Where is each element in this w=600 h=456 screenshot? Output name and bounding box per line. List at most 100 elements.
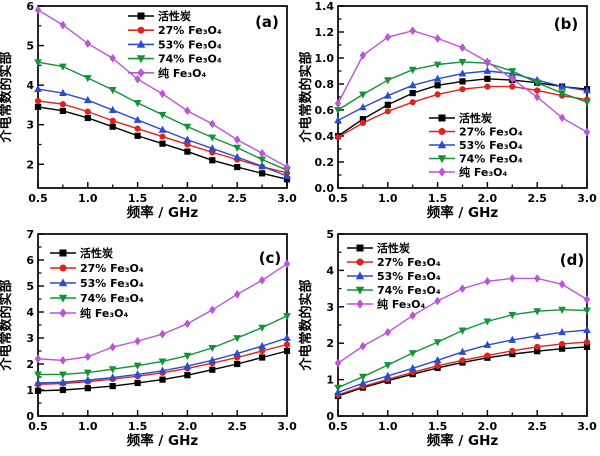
series-marker-square: [484, 75, 491, 82]
series-marker-triangle-up: [233, 349, 242, 357]
series-marker-circle: [359, 119, 367, 127]
series-marker-diamond: [184, 106, 191, 116]
legend-marker-circle: [438, 128, 446, 135]
series-marker-diamond: [233, 289, 241, 299]
series-marker-triangle-up: [359, 378, 367, 387]
series-marker-square: [134, 132, 141, 139]
series-marker-diamond: [484, 57, 491, 67]
series-marker-triangle-up: [34, 378, 42, 386]
y-tick-label: 0.6: [315, 104, 335, 117]
series-marker-triangle-up: [208, 356, 217, 364]
y-tick-label: 0.0: [315, 182, 335, 195]
legend-label: 纯 Fe₃O₄: [377, 297, 426, 311]
x-axis-label: 频率 / GHz: [127, 432, 199, 449]
series-marker-triangle-up: [108, 373, 117, 381]
x-tick-label: 1.0: [78, 420, 98, 433]
legend-marker-circle: [356, 258, 364, 266]
panel-c: 0.5 1.0 1.5 2.0 2.5 3.0 0 1 2 3 4 5 6 7 活性炭 27% Fe₃O₄ 53…: [0, 228, 300, 456]
legend-label: 活性炭: [459, 111, 492, 125]
legend-label: 53% Fe₃O₄: [459, 139, 523, 152]
legend-label: 27% Fe₃O₄: [377, 256, 441, 269]
y-tick-label: 3: [26, 332, 34, 345]
series-marker-circle: [459, 357, 466, 364]
series-marker-circle: [534, 87, 541, 94]
legend-item: 27% Fe₃O₄: [347, 256, 441, 269]
series-marker-square: [283, 347, 291, 355]
x-tick-label: 2.5: [227, 192, 247, 205]
y-tick-label: 2: [26, 358, 34, 371]
legend-label: 纯 Fe₃O₄: [80, 306, 129, 320]
panel-letter: (b): [554, 15, 578, 33]
series-marker-triangle-up: [158, 125, 167, 133]
series-marker-circle: [259, 347, 266, 355]
legend-marker-diamond: [59, 308, 67, 318]
series-marker-diamond: [583, 127, 591, 137]
series-marker-triangle-up: [483, 66, 492, 74]
series-marker-circle: [109, 117, 116, 124]
panel-d: 0.5 1.0 1.5 2.0 2.5 3.0 0 1 2 3 4 5 活性炭 27% Fe₃O₄ 53% …: [298, 228, 600, 456]
series-marker-diamond: [384, 32, 392, 42]
legend-marker-diamond: [356, 299, 364, 309]
legend-marker-diamond: [438, 167, 446, 177]
series-marker-circle: [559, 340, 566, 348]
series-marker-triangle-down: [108, 366, 117, 374]
legend-marker-square: [356, 244, 364, 252]
y-tick-label: 0: [326, 410, 334, 423]
series-marker-diamond: [359, 51, 367, 60]
series-marker-triangle-up: [233, 152, 242, 161]
y-axis-label: 介电常数的实部: [298, 279, 314, 371]
series-marker-triangle-up: [83, 375, 92, 384]
panel-letter: (d): [560, 251, 584, 269]
series-marker-square: [259, 170, 266, 177]
series-marker-diamond: [59, 356, 67, 365]
series-marker-diamond: [558, 279, 566, 289]
series-marker-triangle-up: [59, 377, 67, 386]
series-marker-square: [34, 387, 42, 394]
y-tick-label: 0.2: [315, 156, 335, 169]
legend-item: 53% Fe₃O₄: [50, 277, 144, 290]
y-tick-label: 0.4: [315, 130, 335, 143]
series-marker-triangle-down: [59, 63, 67, 71]
chart-panel-c: 0.5 1.0 1.5 2.0 2.5 3.0 0 1 2 3 4 5 6 7 活性炭 27% Fe₃O₄ 53…: [0, 228, 297, 449]
series-marker-triangle-down: [533, 308, 542, 316]
y-axis-label: 介电常数的实部: [298, 51, 314, 143]
series-marker-triangle-up: [508, 335, 517, 343]
series-marker-triangle-down: [433, 339, 442, 347]
series-marker-square: [59, 107, 66, 114]
series-marker-square: [384, 101, 391, 108]
y-tick-label: 4: [326, 264, 334, 277]
series-marker-circle: [184, 141, 191, 148]
series-marker-triangle-up: [283, 333, 291, 341]
series-marker-triangle-up: [408, 81, 417, 89]
series-marker-triangle-up: [383, 371, 392, 379]
series-marker-circle: [484, 83, 491, 90]
series-marker-diamond: [583, 295, 591, 304]
x-tick-label: 3.0: [277, 420, 297, 433]
series-marker-diamond: [34, 5, 42, 15]
series-marker-triangle-down: [458, 59, 467, 67]
x-tick-label: 2.5: [527, 192, 547, 205]
series-marker-diamond: [209, 305, 216, 315]
series-marker-triangle-up: [334, 116, 342, 124]
series-marker-circle: [283, 341, 291, 348]
series-marker-triangle-down: [283, 313, 291, 321]
series-marker-square: [434, 82, 441, 89]
series-marker-circle: [509, 347, 516, 354]
legend-item: 纯 Fe₃O₄: [347, 297, 426, 311]
x-tick-label: 1.5: [128, 192, 148, 205]
series-marker-triangle-down: [383, 362, 392, 370]
series-marker-triangle-down: [59, 371, 67, 379]
series-marker-triangle-down: [408, 66, 417, 74]
series-marker-triangle-down: [558, 90, 566, 98]
series-marker-square: [459, 78, 466, 85]
legend-item: 活性炭: [50, 246, 113, 260]
series-marker-triangle-down: [433, 61, 442, 69]
legend-label: 74% Fe₃O₄: [459, 153, 523, 166]
series-marker-square: [159, 140, 166, 147]
series-marker-diamond: [59, 20, 67, 30]
series-marker-circle: [434, 91, 441, 98]
x-tick-label: 1.5: [428, 192, 448, 205]
series-marker-circle: [84, 108, 91, 115]
series-marker-triangle-down: [183, 123, 192, 131]
